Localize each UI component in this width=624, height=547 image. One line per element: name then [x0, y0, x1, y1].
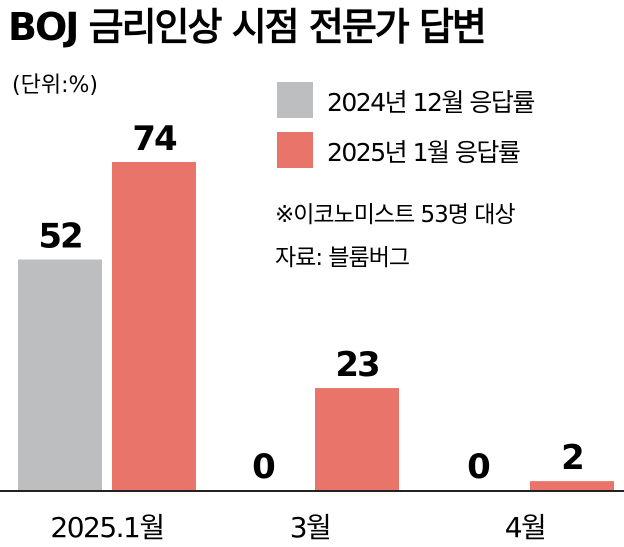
category-label-2: 4월 — [505, 511, 546, 544]
bar-2-series-1 — [530, 481, 614, 490]
value-labels: 52 74 0 23 0 2 — [38, 119, 585, 487]
note-source: 자료: 블룸버그 — [275, 245, 409, 271]
legend-label-2025-01: 2025년 1월 응답률 — [327, 138, 520, 167]
legend: 2024년 12월 응답률 2025년 1월 응답률 — [277, 82, 536, 168]
legend-label-2024-12: 2024년 12월 응답률 — [327, 88, 534, 117]
unit-label: (단위:%) — [12, 73, 98, 98]
category-labels: 2025.1월 3월 4월 — [50, 511, 546, 544]
bar-1-series-1 — [315, 388, 399, 490]
category-label-1: 3월 — [290, 511, 331, 544]
value-label-2-series-1: 2 — [561, 438, 583, 478]
bar-0-series-1 — [112, 162, 196, 490]
legend-swatch-2024-12 — [277, 82, 313, 118]
bars — [18, 162, 614, 490]
legend-swatch-2025-01 — [277, 132, 313, 168]
value-label-1-series-1: 23 — [335, 345, 378, 385]
chart-title: BOJ 금리인상 시점 전문가 답변 — [8, 5, 485, 49]
value-label-0-series-1: 74 — [132, 119, 177, 159]
value-label-0-series-0: 52 — [38, 217, 81, 257]
category-label-0: 2025.1월 — [50, 511, 163, 544]
value-label-1-series-0: 0 — [252, 447, 275, 487]
note-sample: ※이코노미스트 53명 대상 — [275, 202, 515, 228]
value-label-2-series-0: 0 — [467, 447, 490, 487]
bar-0-series-0 — [18, 259, 102, 490]
